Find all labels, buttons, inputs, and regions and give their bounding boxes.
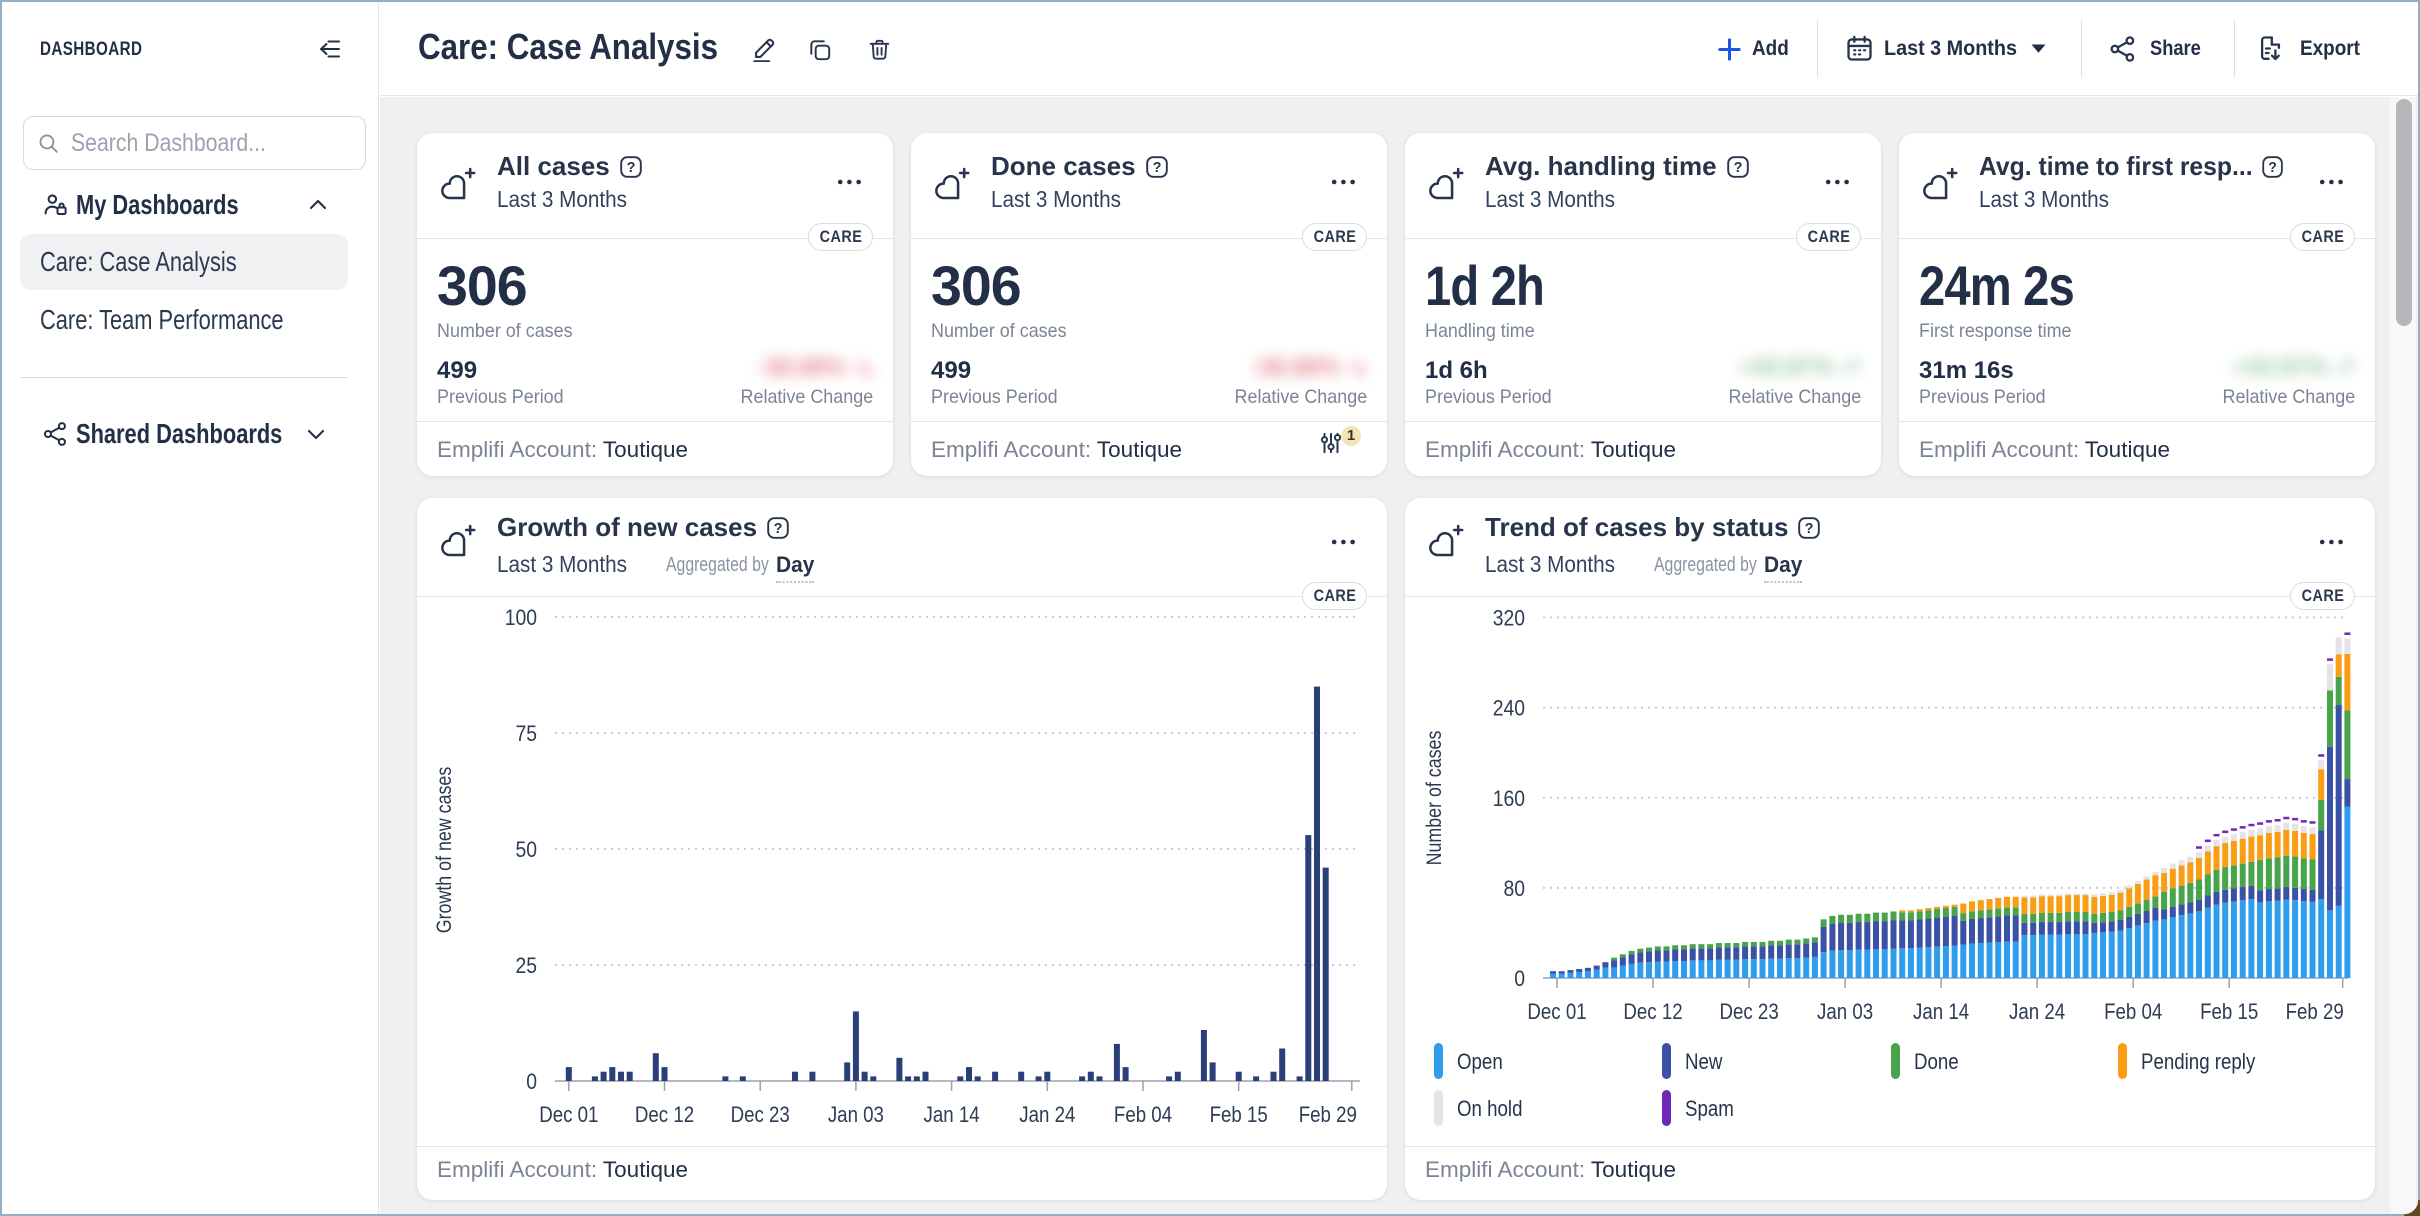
- svg-text:?: ?: [1152, 160, 1161, 176]
- svg-text:Feb 15: Feb 15: [1210, 1104, 1268, 1128]
- svg-text:80: 80: [1503, 877, 1525, 901]
- svg-text:Spam: Spam: [1685, 1098, 1734, 1122]
- svg-text:?: ?: [1805, 521, 1814, 537]
- svg-text:Number of cases: Number of cases: [1423, 730, 1447, 865]
- svg-text:Open: Open: [1457, 1051, 1503, 1075]
- svg-text:320: 320: [1493, 606, 1525, 630]
- svg-text:Pending reply: Pending reply: [2141, 1051, 2256, 1075]
- svg-text:?: ?: [2268, 159, 2276, 175]
- svg-text:Feb 15: Feb 15: [2200, 1001, 2258, 1025]
- svg-text:Jan 03: Jan 03: [1817, 1001, 1873, 1025]
- svg-text:25: 25: [515, 954, 537, 978]
- svg-text:Dec 23: Dec 23: [1719, 1001, 1778, 1025]
- svg-text:Jan 24: Jan 24: [1019, 1104, 1075, 1128]
- svg-text:Jan 03: Jan 03: [828, 1104, 884, 1128]
- svg-text:Feb 29: Feb 29: [2286, 1001, 2344, 1025]
- svg-text:Growth of new cases: Growth of new cases: [433, 767, 457, 934]
- svg-text:Done: Done: [1914, 1051, 1959, 1075]
- svg-text:Dec 01: Dec 01: [539, 1104, 598, 1128]
- svg-text:Feb 29: Feb 29: [1299, 1104, 1357, 1128]
- svg-text:On hold: On hold: [1457, 1098, 1522, 1122]
- svg-text:Feb 04: Feb 04: [1114, 1104, 1172, 1128]
- svg-text:Jan 14: Jan 14: [924, 1104, 980, 1128]
- svg-text:100: 100: [505, 606, 537, 630]
- svg-text:0: 0: [1514, 967, 1525, 991]
- svg-text:?: ?: [774, 521, 783, 537]
- svg-text:New: New: [1685, 1051, 1723, 1075]
- svg-text:240: 240: [1493, 696, 1525, 720]
- svg-text:Feb 04: Feb 04: [2104, 1001, 2162, 1025]
- svg-text:75: 75: [515, 722, 537, 746]
- svg-text:Dec 01: Dec 01: [1527, 1001, 1586, 1025]
- svg-text:?: ?: [626, 160, 635, 176]
- svg-text:Dec 23: Dec 23: [731, 1104, 790, 1128]
- svg-text:Jan 24: Jan 24: [2009, 1001, 2065, 1025]
- svg-text:Dec 12: Dec 12: [635, 1104, 694, 1128]
- svg-text:Jan 14: Jan 14: [1913, 1001, 1969, 1025]
- svg-text:160: 160: [1493, 787, 1525, 811]
- svg-text:50: 50: [515, 838, 537, 862]
- svg-text:?: ?: [1733, 160, 1742, 176]
- svg-text:0: 0: [526, 1070, 537, 1094]
- svg-text:Dec 12: Dec 12: [1623, 1001, 1682, 1025]
